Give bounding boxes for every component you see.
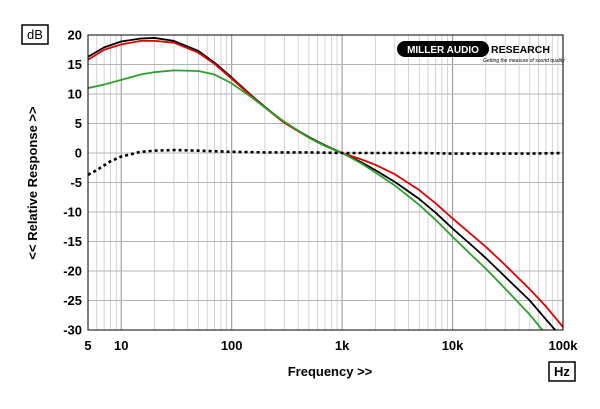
y-unit-box: dB <box>21 24 49 45</box>
y-axis-ticks: 20 15 10 5 0 -5 -10 -15 -20 -25 -30 <box>63 28 82 338</box>
x-axis-ticks: 5 10 100 1k 10k 100k <box>84 338 578 353</box>
miller-audio-research-logo: MILLER AUDIO RESEARCH Getting the measur… <box>397 41 565 64</box>
y-axis-title: << Relative Response >> <box>25 106 40 260</box>
y-tick-label: 5 <box>75 116 82 131</box>
series-line-1 <box>88 37 557 330</box>
x-tick-label: 10k <box>442 338 464 353</box>
series-line-2 <box>88 40 563 328</box>
logo-brand-right: RESEARCH <box>491 44 550 56</box>
logo-tagline: Getting the measure of sound quality <box>483 58 565 64</box>
logo-brand-left: MILLER AUDIO <box>407 45 479 56</box>
series-line-4 <box>88 148 563 176</box>
y-tick-label: 15 <box>68 57 82 72</box>
grid <box>87 34 564 331</box>
y-tick-label: -10 <box>63 205 82 220</box>
x-unit-box: Hz <box>548 361 576 382</box>
x-tick-label: 5 <box>84 338 91 353</box>
y-unit-label: dB <box>27 27 43 42</box>
data-series <box>88 37 563 330</box>
x-tick-label: 100 <box>221 338 243 353</box>
x-tick-label: 100k <box>549 338 579 353</box>
x-tick-label: 10 <box>114 338 128 353</box>
series-line-3 <box>88 69 544 330</box>
x-tick-label: 1k <box>335 338 350 353</box>
x-axis-title: Frequency >> <box>288 364 373 379</box>
y-tick-label: -30 <box>63 323 82 338</box>
x-unit-label: Hz <box>554 364 570 379</box>
y-tick-label: -25 <box>63 293 82 308</box>
y-tick-label: -15 <box>63 234 82 249</box>
y-tick-label: 20 <box>68 28 82 43</box>
y-tick-label: -20 <box>63 264 82 279</box>
y-tick-label: -5 <box>70 175 82 190</box>
plot-border <box>87 34 564 331</box>
y-tick-label: 0 <box>75 146 82 161</box>
y-tick-label: 10 <box>68 87 82 102</box>
